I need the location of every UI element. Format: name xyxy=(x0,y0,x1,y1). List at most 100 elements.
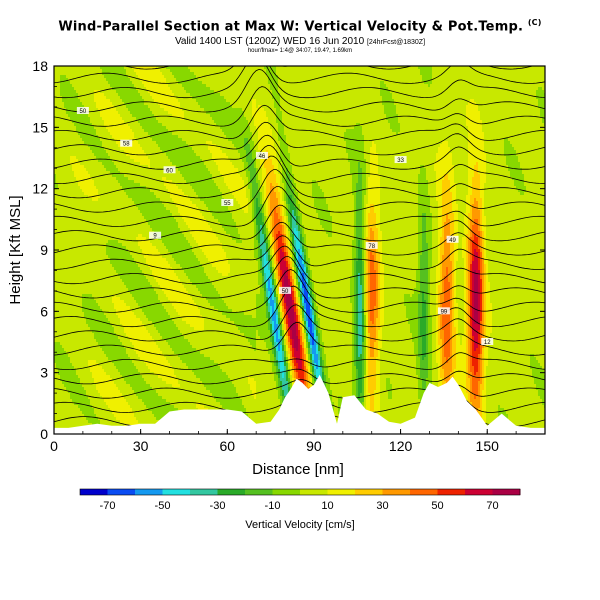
field-cell xyxy=(80,297,83,301)
field-cell xyxy=(116,252,119,256)
field-cell xyxy=(62,180,65,184)
field-cell xyxy=(66,288,69,292)
field-cell xyxy=(104,351,107,355)
field-cell xyxy=(114,357,117,361)
field-cell xyxy=(108,246,111,250)
field-cell xyxy=(76,363,79,367)
field-cell xyxy=(94,117,97,121)
field-cell xyxy=(72,339,75,343)
field-cell xyxy=(64,126,67,130)
field-cell xyxy=(76,195,79,199)
field-cell xyxy=(82,231,85,235)
field-cell xyxy=(76,339,79,343)
field-cell xyxy=(54,252,57,256)
field-cell xyxy=(106,405,109,409)
field-cell xyxy=(114,312,117,316)
field-cell xyxy=(68,396,71,400)
field-cell xyxy=(124,315,127,319)
field-cell xyxy=(108,129,111,133)
field-cell xyxy=(80,84,83,88)
field-cell xyxy=(96,264,99,268)
field-cell xyxy=(128,348,131,352)
field-cell xyxy=(128,282,131,286)
field-cell xyxy=(62,135,65,139)
field-cell xyxy=(108,276,111,280)
field-cell xyxy=(74,78,77,82)
field-cell xyxy=(110,261,113,265)
field-cell xyxy=(82,363,85,367)
field-cell xyxy=(116,351,119,355)
field-cell xyxy=(110,171,113,175)
field-cell xyxy=(54,198,57,202)
field-cell xyxy=(108,417,111,421)
field-cell xyxy=(118,330,121,334)
field-cell xyxy=(96,84,99,88)
field-cell xyxy=(110,78,113,82)
field-cell xyxy=(110,384,113,388)
field-cell xyxy=(96,114,99,118)
field-cell xyxy=(96,273,99,277)
field-cell xyxy=(76,186,79,190)
field-cell xyxy=(120,300,123,304)
field-cell xyxy=(114,267,117,271)
field-cell xyxy=(58,315,61,319)
field-cell xyxy=(62,72,65,76)
field-cell xyxy=(70,354,73,358)
field-cell xyxy=(68,333,71,337)
field-cell xyxy=(60,198,63,202)
field-cell xyxy=(98,165,101,169)
field-cell xyxy=(110,123,113,127)
field-cell xyxy=(104,285,107,289)
field-cell xyxy=(58,345,61,349)
field-cell xyxy=(134,84,137,88)
field-cell xyxy=(80,183,83,187)
field-cell xyxy=(114,372,117,376)
field-cell xyxy=(122,354,125,358)
field-cell xyxy=(86,267,89,271)
field-cell xyxy=(60,339,63,343)
field-cell xyxy=(90,357,93,361)
field-cell xyxy=(124,189,127,193)
field-cell xyxy=(102,333,105,337)
field-cell xyxy=(108,81,111,85)
field-cell xyxy=(74,162,77,166)
field-cell xyxy=(60,210,63,214)
field-cell xyxy=(114,219,117,223)
field-cell xyxy=(70,204,73,208)
field-cell xyxy=(96,141,99,145)
field-cell xyxy=(70,372,73,376)
field-cell xyxy=(112,153,115,157)
field-cell xyxy=(124,237,127,241)
field-cell xyxy=(86,297,89,301)
field-cell xyxy=(68,345,71,349)
field-cell xyxy=(92,303,95,307)
field-cell xyxy=(108,339,111,343)
field-cell xyxy=(58,177,61,181)
chart-subtitle-text: Valid 1400 LST (1200Z) WED 16 Jun 2010 xyxy=(175,36,364,47)
field-cell xyxy=(128,69,131,73)
field-cell xyxy=(60,294,63,298)
field-cell xyxy=(116,375,119,379)
field-cell xyxy=(90,363,93,367)
field-cell xyxy=(66,357,69,361)
field-cell xyxy=(78,120,81,124)
field-cell xyxy=(88,138,91,142)
field-cell xyxy=(122,111,125,115)
field-cell xyxy=(130,132,133,136)
field-cell xyxy=(86,324,89,328)
field-cell xyxy=(66,309,69,313)
field-cell xyxy=(92,285,95,289)
field-cell xyxy=(92,393,95,397)
field-cell xyxy=(88,372,91,376)
field-cell xyxy=(102,114,105,118)
field-cell xyxy=(62,321,65,325)
field-cell xyxy=(98,387,101,391)
field-cell xyxy=(78,114,81,118)
field-cell xyxy=(114,336,117,340)
field-cell xyxy=(110,360,113,364)
field-cell xyxy=(112,264,115,268)
field-cell xyxy=(86,306,89,310)
field-cell xyxy=(56,276,59,280)
field-cell xyxy=(56,327,59,331)
field-cell xyxy=(54,348,57,352)
